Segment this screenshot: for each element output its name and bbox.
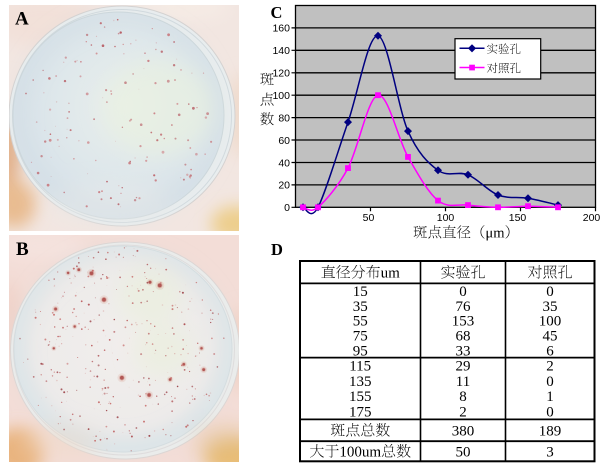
svg-text:0: 0 bbox=[546, 405, 554, 421]
svg-text:50: 50 bbox=[363, 212, 375, 224]
svg-text:175: 175 bbox=[349, 405, 372, 421]
svg-text:0: 0 bbox=[546, 374, 554, 390]
svg-text:8: 8 bbox=[459, 389, 467, 405]
svg-text:11: 11 bbox=[456, 374, 470, 390]
svg-text:76: 76 bbox=[456, 299, 472, 315]
svg-text:380: 380 bbox=[452, 424, 475, 440]
svg-text:95: 95 bbox=[353, 343, 368, 359]
svg-text:140: 140 bbox=[272, 45, 290, 57]
svg-text:1: 1 bbox=[546, 389, 554, 405]
svg-text:C: C bbox=[271, 3, 283, 22]
svg-text:A: A bbox=[15, 9, 29, 30]
svg-text:B: B bbox=[16, 239, 29, 260]
svg-text:0: 0 bbox=[284, 202, 290, 214]
svg-text:68: 68 bbox=[456, 329, 471, 345]
svg-text:33: 33 bbox=[456, 343, 471, 359]
svg-text:35: 35 bbox=[353, 299, 368, 315]
svg-text:100: 100 bbox=[539, 314, 562, 330]
svg-text:20: 20 bbox=[278, 180, 290, 192]
svg-text:29: 29 bbox=[456, 359, 471, 375]
svg-text:0: 0 bbox=[459, 284, 467, 300]
svg-text:189: 189 bbox=[539, 424, 562, 440]
svg-text:45: 45 bbox=[543, 329, 558, 345]
svg-text:0: 0 bbox=[546, 284, 554, 300]
svg-text:55: 55 bbox=[353, 314, 368, 330]
svg-text:3: 3 bbox=[546, 445, 554, 461]
svg-text:115: 115 bbox=[349, 359, 371, 375]
svg-text:35: 35 bbox=[543, 299, 558, 315]
svg-text:160: 160 bbox=[272, 23, 290, 35]
svg-text:135: 135 bbox=[349, 374, 372, 390]
svg-text:200: 200 bbox=[583, 212, 601, 224]
svg-text:100: 100 bbox=[437, 212, 455, 224]
svg-text:50: 50 bbox=[456, 445, 471, 461]
svg-text:75: 75 bbox=[353, 329, 368, 345]
svg-text:153: 153 bbox=[452, 314, 475, 330]
svg-text:100: 100 bbox=[272, 90, 290, 102]
svg-text:D: D bbox=[271, 240, 283, 259]
svg-text:120: 120 bbox=[272, 68, 290, 80]
svg-text:2: 2 bbox=[459, 405, 467, 421]
svg-text:6: 6 bbox=[546, 343, 554, 359]
svg-text:40: 40 bbox=[278, 157, 290, 169]
svg-text:60: 60 bbox=[278, 135, 290, 147]
svg-text:150: 150 bbox=[509, 212, 527, 224]
svg-text:15: 15 bbox=[353, 284, 368, 300]
svg-text:2: 2 bbox=[546, 359, 554, 375]
svg-text:80: 80 bbox=[278, 112, 290, 124]
svg-text:155: 155 bbox=[349, 389, 372, 405]
